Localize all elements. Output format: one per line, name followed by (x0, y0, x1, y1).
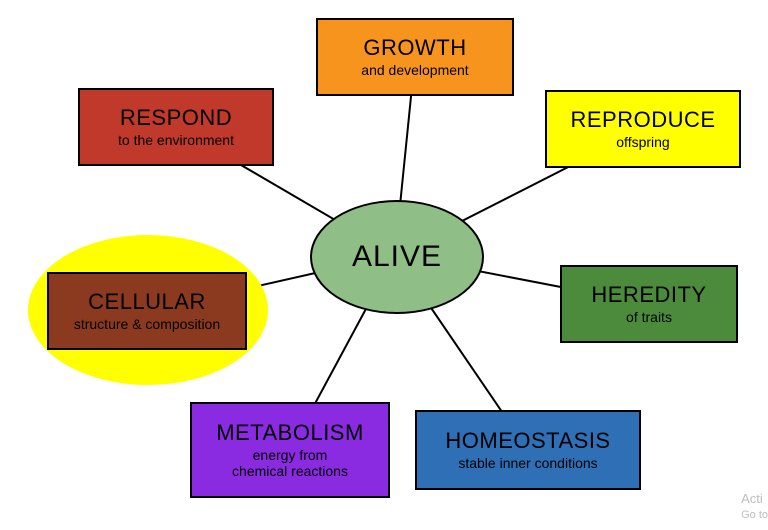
node-subtitle: structure & composition (74, 316, 220, 332)
node-cellular: CELLULAR structure & composition (47, 272, 247, 350)
activation-watermark: Acti Go to (741, 491, 768, 522)
node-title: METABOLISM (216, 421, 364, 445)
node-subtitle: offspring (616, 134, 669, 150)
node-respond: RESPOND to the environment (78, 88, 274, 166)
node-subtitle: and development (361, 62, 468, 78)
node-title: REPRODUCE (570, 108, 715, 132)
watermark-line-1: Acti (741, 491, 768, 508)
node-subtitle: to the environment (118, 132, 234, 148)
node-subtitle: stable inner conditions (458, 455, 597, 471)
node-title: HOMEOSTASIS (445, 429, 610, 453)
node-metabolism: METABOLISMenergy from chemical reactions (190, 402, 390, 498)
node-growth: GROWTH and development (316, 18, 514, 96)
node-title: GROWTH (363, 36, 466, 60)
node-title: HEREDITY (591, 283, 706, 307)
node-heredity: HEREDITY of traits (560, 265, 738, 343)
node-title: RESPOND (120, 106, 232, 130)
node-subtitle: energy from chemical reactions (232, 447, 348, 479)
node-reproduce: REPRODUCE offspring (545, 90, 741, 168)
diagram-canvas: ALIVE GROWTH and development REPRODUCE offs… (0, 0, 768, 530)
node-subtitle: of traits (626, 309, 672, 325)
watermark-line-2: Go to (741, 508, 768, 522)
center-label: ALIVE (352, 240, 442, 274)
node-title: CELLULAR (88, 290, 206, 314)
node-homeostasis: HOMEOSTASIS stable inner conditions (415, 410, 641, 490)
center-node-alive: ALIVE (310, 200, 484, 314)
